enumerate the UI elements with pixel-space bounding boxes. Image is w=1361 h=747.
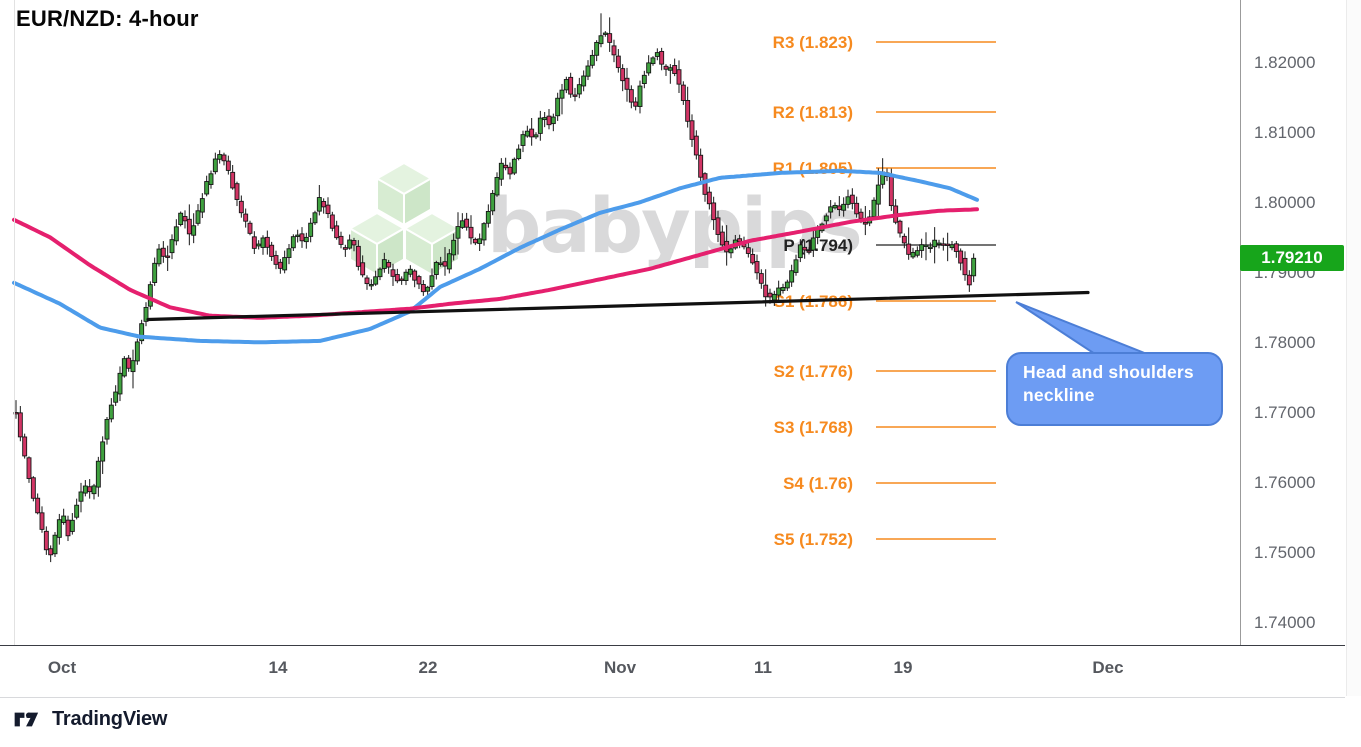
pivot-label-S5: S5 (1.752): [774, 530, 853, 549]
pivot-label-S3: S3 (1.768): [774, 418, 853, 437]
pivot-label-P: P (1.794): [783, 236, 853, 255]
price-axis-label: 1.80000: [1254, 193, 1316, 212]
price-axis-label: 1.82000: [1254, 53, 1316, 72]
price-axis-label: 1.81000: [1254, 123, 1316, 142]
page-title: EUR/NZD: 4-hour: [16, 6, 199, 31]
time-axis-label-dec: Dec: [1092, 658, 1124, 677]
candlestick-series: [13, 13, 977, 563]
time-axis-label-19: 19: [893, 658, 913, 677]
last-price-badge: 1.79210: [1240, 245, 1344, 272]
price-axis-label: 1.78000: [1254, 333, 1316, 352]
pivot-levels: R3 (1.823) R2 (1.813) R1 (1.805) P (1.794) S…: [773, 33, 996, 549]
pivot-label-R3: R3 (1.823): [773, 33, 853, 52]
pivot-label-R2: R2 (1.813): [773, 103, 853, 122]
head-and-shoulders-callout[interactable]: [1006, 301, 1223, 426]
price-axis-label: 1.77000: [1254, 403, 1316, 422]
time-axis-label-22: 22: [418, 658, 438, 677]
pivot-label-R1: R1 (1.805): [773, 159, 853, 178]
ma_fast_pink: [12, 207, 979, 320]
chart-plot-area[interactable]: babypips R3 (1.823) R2 (1.813) R1 (1.805) P …: [0, 0, 1361, 697]
pivot-label-S2: S2 (1.776): [774, 362, 853, 381]
time-scale[interactable]: Oct 14 22 Nov 11 19 Dec: [0, 645, 1345, 698]
pivot-label-S4: S4 (1.76): [783, 474, 853, 493]
right-gutter: [1346, 0, 1361, 696]
neckline-trendline[interactable]: [146, 290, 1090, 322]
tradingview-attribution[interactable]: TradingView: [14, 708, 167, 731]
time-axis-label-oct: Oct: [47, 658, 77, 677]
callout-pointer: [1015, 301, 1153, 357]
price-axis-label: 1.74000: [1254, 613, 1316, 632]
head-and-shoulders-callout-text[interactable]: Head and shoulders neckline: [1023, 362, 1194, 405]
tradingview-brand-text: TradingView: [52, 708, 168, 730]
price-axis-label: 1.75000: [1254, 543, 1316, 562]
time-axis-label-14: 14: [268, 658, 288, 677]
callout-box: [1006, 352, 1223, 426]
price-axis-label: 1.76000: [1254, 473, 1316, 492]
time-axis-label-11: 11: [754, 658, 772, 677]
tradingview-logo-icon: [14, 712, 39, 727]
ma_slow_blue: [12, 168, 979, 345]
babypips-watermark: babypips: [348, 161, 863, 277]
time-axis-label-nov: Nov: [603, 658, 637, 677]
